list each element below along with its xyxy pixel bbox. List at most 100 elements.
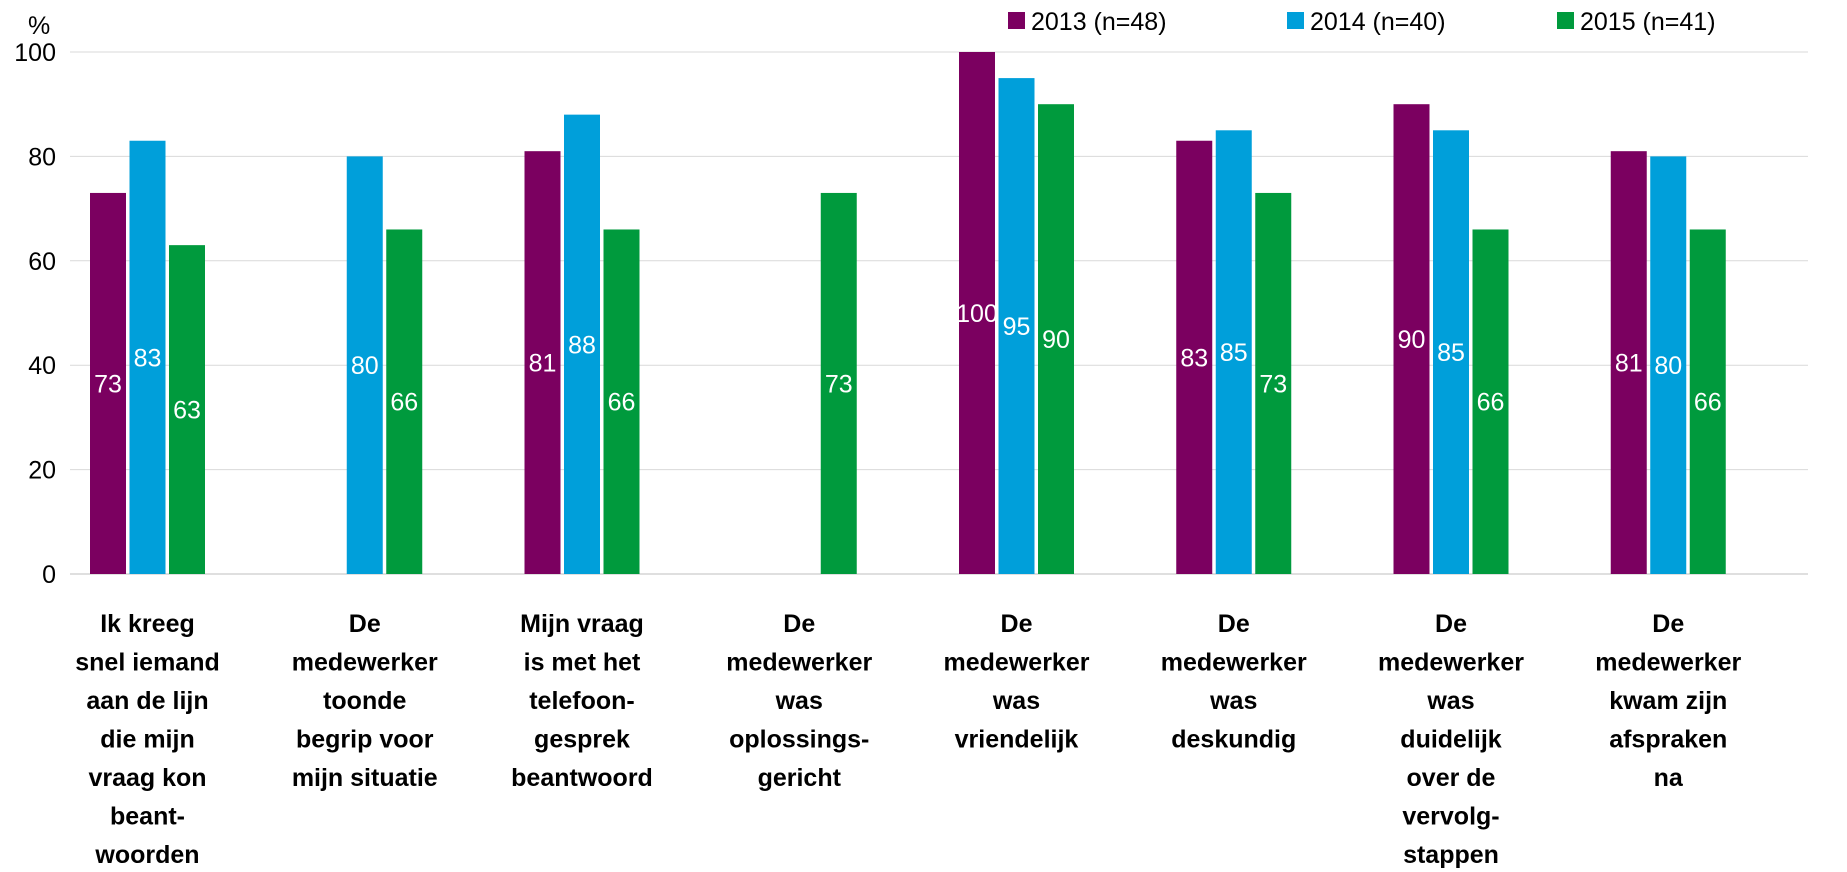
- category-label-line: na: [1654, 764, 1684, 792]
- y-tick-label: 100: [14, 39, 56, 67]
- y-unit-label: %: [28, 12, 50, 40]
- data-label: 66: [1477, 389, 1505, 417]
- bar-3-4: [820, 192, 857, 574]
- legend-swatch: [1557, 12, 1574, 29]
- category-label-line: over de: [1407, 764, 1496, 792]
- category-label: Mijn vraag is met het telefoon-gesprek bean…: [511, 610, 653, 792]
- category-label-line: woorden: [94, 841, 199, 869]
- category-label: De medewerker was vriendelijk: [944, 610, 1090, 754]
- legend: 2013 (n=48) 2014 (n=40) 2015 (n=41): [1008, 8, 1716, 36]
- data-label: 66: [1694, 389, 1722, 417]
- data-label: 90: [1042, 326, 1070, 354]
- category-label-line: medewerker: [292, 649, 438, 677]
- bar-2-8: [1650, 156, 1687, 574]
- bar-2-5: [998, 78, 1035, 574]
- category-label-line: kwam zijn: [1609, 687, 1727, 715]
- category-label: De medewerker was deskundig: [1161, 610, 1307, 754]
- data-label: 88: [568, 331, 596, 359]
- category-label-line: gericht: [758, 764, 842, 792]
- category-label-line: Mijn vraag: [520, 610, 644, 638]
- category-label-line: was: [1209, 687, 1257, 715]
- data-label: 85: [1220, 339, 1248, 367]
- category-label: De medewerker was oplossings-gericht: [726, 610, 872, 792]
- category-label-line: gesprek: [534, 726, 630, 754]
- category-label-line: snel iemand: [75, 649, 220, 677]
- bar-1-6: [1176, 140, 1213, 575]
- category-label: De medewerker was duidelijk over de vervolg-s…: [1378, 610, 1524, 869]
- category-label-line: De: [349, 610, 381, 638]
- y-tick-label: 40: [28, 352, 56, 380]
- gridlines: [70, 51, 1808, 575]
- category-label-line: vriendelijk: [955, 726, 1079, 754]
- x-axis-categories: Ik kreeg snel iemand aan de lijn die mijn vr…: [75, 610, 1741, 869]
- bar-3-1: [169, 245, 205, 574]
- data-label: 85: [1437, 339, 1465, 367]
- data-label: 95: [1003, 313, 1031, 341]
- bar-2-3: [564, 114, 600, 574]
- category-label-line: De: [1652, 610, 1684, 638]
- category-label-line: telefoon-: [529, 687, 635, 715]
- category-label-line: beantwoord: [511, 764, 653, 792]
- bar-1-7: [1393, 104, 1430, 574]
- y-axis: 0 20 40 60 80 100%: [14, 12, 56, 589]
- category-label: De medewerker kwam zijn afspraken na: [1595, 610, 1741, 792]
- category-label-line: die mijn: [100, 726, 194, 754]
- data-label: 80: [1654, 352, 1682, 380]
- legend-swatch: [1008, 12, 1025, 29]
- bar-3-6: [1255, 192, 1292, 574]
- bar-1-8: [1610, 151, 1647, 574]
- data-label: 80: [351, 352, 379, 380]
- category-label-line: was: [1426, 687, 1474, 715]
- data-label: 63: [173, 397, 201, 425]
- data-label: 90: [1398, 326, 1426, 354]
- category-label-line: begrip voor: [296, 726, 434, 754]
- category-label-line: vraag kon: [88, 764, 206, 792]
- bar-1-5: [959, 52, 995, 574]
- category-label-line: vervolg-: [1402, 803, 1499, 831]
- category-label-line: medewerker: [1595, 649, 1741, 677]
- data-label: 73: [94, 370, 122, 398]
- y-tick-label: 20: [28, 457, 56, 485]
- category-label: Ik kreeg snel iemand aan de lijn die mijn vr…: [75, 610, 220, 869]
- y-tick-label: 80: [28, 143, 56, 171]
- category-label-line: mijn situatie: [292, 764, 438, 792]
- category-label-line: De: [1218, 610, 1250, 638]
- category-label-line: medewerker: [1161, 649, 1307, 677]
- bar-1-1: [90, 192, 126, 574]
- category-label-line: afspraken: [1609, 726, 1727, 754]
- bar-3-8: [1689, 229, 1726, 575]
- y-tick-label: 0: [42, 561, 56, 589]
- category-label-line: stappen: [1403, 841, 1499, 869]
- legend-swatch: [1287, 12, 1304, 29]
- bar-3-3: [603, 229, 640, 575]
- bar-2-1: [129, 140, 166, 575]
- data-label: 83: [134, 344, 162, 372]
- category-label-line: De: [1435, 610, 1467, 638]
- bar-3-2: [386, 229, 423, 575]
- category-label-line: duidelijk: [1400, 726, 1502, 754]
- data-label: 81: [529, 350, 557, 378]
- data-labels: 73 81 100 83 90 81 83 80 88 95 85 85 80 63 66 66 73 90 73 6…: [94, 300, 1722, 425]
- legend-label: 2014 (n=40): [1310, 8, 1446, 36]
- category-label-line: toonde: [323, 687, 406, 715]
- data-label: 73: [825, 370, 853, 398]
- bars: [90, 52, 1726, 575]
- category-label-line: is met het: [524, 649, 641, 677]
- bar-2-6: [1215, 130, 1252, 575]
- category-label-line: was: [775, 687, 823, 715]
- bar-2-2: [346, 156, 383, 574]
- category-label-line: deskundig: [1171, 726, 1296, 754]
- data-label: 73: [1259, 370, 1287, 398]
- bar-3-7: [1472, 229, 1509, 575]
- category-label-line: was: [992, 687, 1040, 715]
- bar-1-3: [524, 151, 561, 574]
- legend-label: 2015 (n=41): [1580, 8, 1716, 36]
- data-label: 66: [608, 389, 636, 417]
- category-label-line: oplossings-: [729, 726, 869, 754]
- data-label: 66: [390, 389, 418, 417]
- bar-3-5: [1038, 104, 1074, 574]
- category-label-line: Ik kreeg: [100, 610, 195, 638]
- bar-2-7: [1433, 130, 1469, 575]
- category-label-line: beant-: [110, 803, 185, 831]
